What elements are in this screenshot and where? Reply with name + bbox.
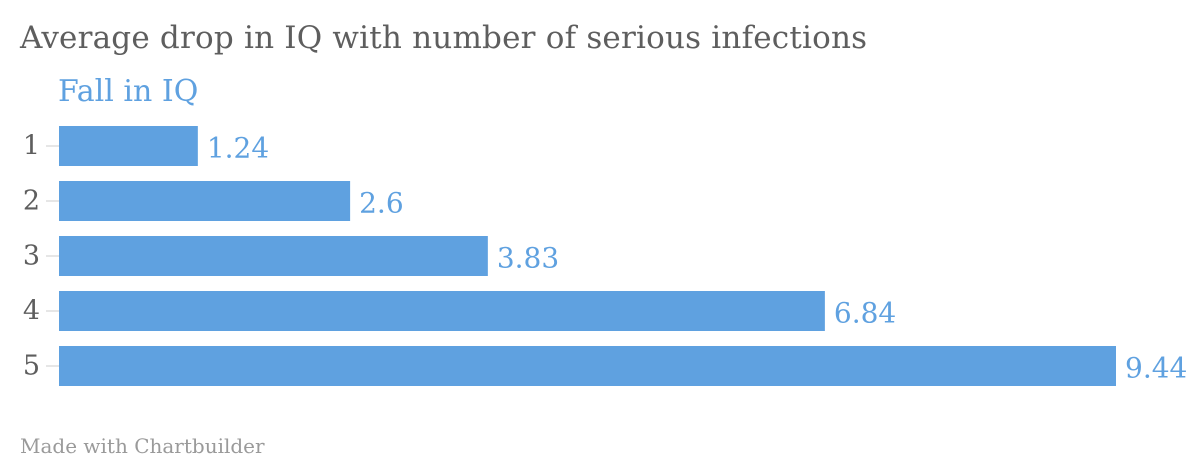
- value-label: 9.44: [1125, 352, 1187, 385]
- category-label: 3: [23, 241, 40, 272]
- bar: [59, 126, 198, 166]
- category-label: 1: [23, 131, 40, 162]
- value-label: 3.83: [497, 242, 559, 275]
- value-label: 1.24: [207, 132, 269, 165]
- category-label: 5: [23, 351, 40, 382]
- footer-credit: Made with Chartbuilder: [20, 434, 265, 458]
- bar: [59, 236, 488, 276]
- series-label: Fall in IQ: [58, 74, 199, 109]
- category-label: 4: [23, 296, 40, 327]
- bar: [59, 346, 1116, 386]
- value-label: 2.6: [359, 187, 404, 220]
- bar: [59, 291, 825, 331]
- chart-title: Average drop in IQ with number of seriou…: [20, 20, 868, 56]
- bar: [59, 181, 351, 221]
- value-label: 6.84: [834, 297, 896, 330]
- category-label: 2: [23, 186, 40, 217]
